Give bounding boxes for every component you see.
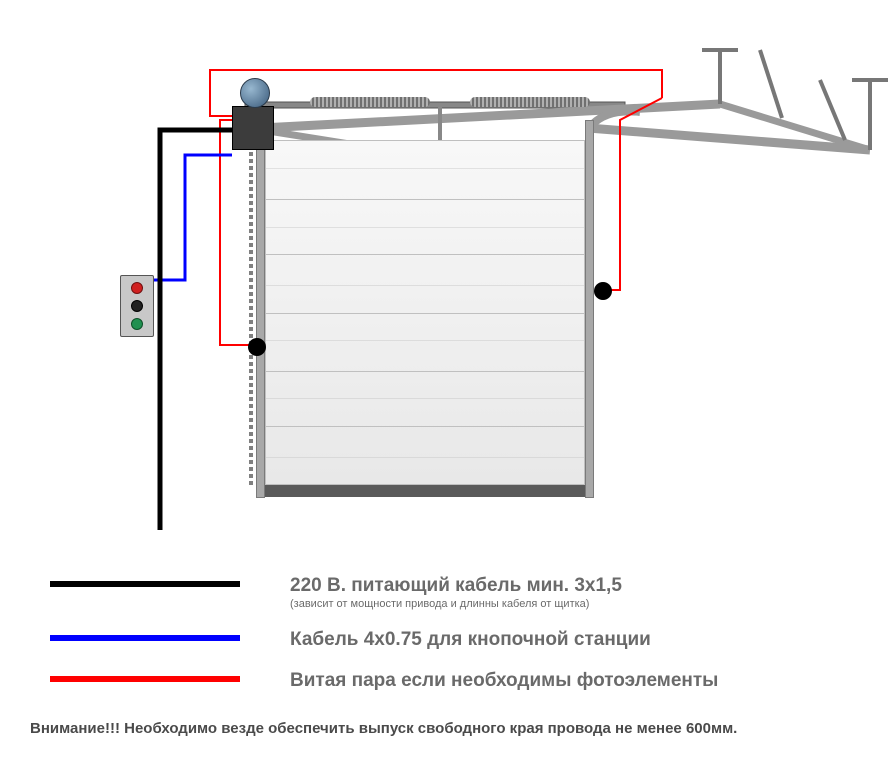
- legend-row-button: Кабель 4x0.75 для кнопочной станции: [50, 629, 850, 652]
- legend-button-main: Кабель 4x0.75 для кнопочной станции: [290, 629, 651, 652]
- legend-swatch-twisted: [50, 676, 240, 682]
- legend-text-power: 220 В. питающий кабель мин. 3x1,5 (завис…: [290, 575, 622, 611]
- legend-twisted-main: Витая пара если необходимы фотоэлементы: [290, 670, 718, 693]
- legend-power-main: 220 В. питающий кабель мин. 3x1,5: [290, 575, 622, 598]
- button-station: [120, 275, 154, 337]
- button-down: [131, 318, 143, 330]
- photo-sensor-left: [248, 338, 266, 356]
- legend-swatch-power: [50, 581, 240, 587]
- legend: 220 В. питающий кабель мин. 3x1,5 (завис…: [50, 575, 850, 711]
- warning-text: Внимание!!! Необходимо везде обеспечить …: [30, 720, 865, 737]
- wiring-diagram: [0, 0, 895, 530]
- legend-power-sub: (зависит от мощности привода и длинны ка…: [290, 598, 622, 611]
- photo-sensor-right: [594, 282, 612, 300]
- legend-row-twisted: Витая пара если необходимы фотоэлементы: [50, 670, 850, 693]
- button-up: [131, 300, 143, 312]
- legend-row-power: 220 В. питающий кабель мин. 3x1,5 (завис…: [50, 575, 850, 611]
- wiring-overlay: [0, 0, 895, 530]
- button-stop: [131, 282, 143, 294]
- legend-swatch-button: [50, 635, 240, 641]
